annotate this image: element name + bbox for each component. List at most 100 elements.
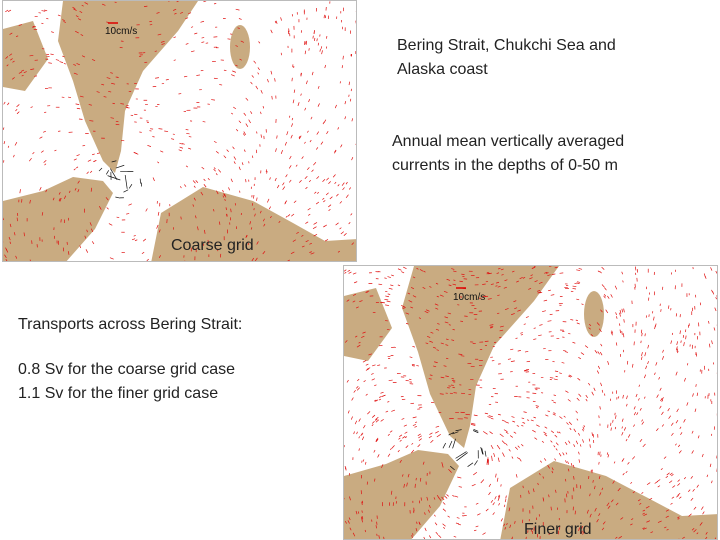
current-arrow: [541, 440, 545, 443]
current-arrow: [216, 190, 219, 195]
current-arrow: [418, 438, 422, 441]
current-arrow: [387, 276, 391, 278]
current-arrow: [599, 351, 603, 356]
current-arrow: [578, 356, 582, 360]
current-arrow: [346, 379, 349, 383]
current-arrow: [453, 270, 457, 273]
current-arrow: [521, 417, 525, 420]
current-arrow: [428, 509, 430, 513]
current-arrow: [270, 29, 273, 34]
current-arrow: [615, 415, 617, 419]
current-arrow: [309, 242, 312, 245]
current-arrow: [339, 227, 342, 230]
current-arrow: [488, 415, 493, 418]
current-arrow: [322, 121, 325, 125]
current-arrow: [192, 204, 195, 207]
current-arrow: [134, 239, 138, 242]
current-arrow: [267, 198, 270, 203]
current-arrow: [555, 448, 558, 451]
current-arrow: [411, 365, 415, 367]
current-arrow: [269, 177, 271, 180]
current-arrow: [633, 411, 637, 416]
current-arrow: [7, 145, 10, 148]
current-arrow: [321, 50, 323, 55]
current-arrow: [693, 506, 697, 510]
current-arrow: [301, 235, 304, 237]
current-arrow: [458, 353, 463, 355]
current-arrow: [513, 300, 517, 303]
current-arrow: [572, 288, 577, 290]
current-vectors: [3, 1, 356, 261]
current-arrow: [581, 525, 583, 529]
current-arrow: [552, 413, 556, 416]
current-arrow: [152, 177, 155, 182]
current-arrow: [512, 420, 516, 423]
current-arrow: [201, 41, 205, 43]
current-arrow: [5, 56, 9, 59]
current-arrow: [408, 300, 413, 303]
current-arrow: [405, 322, 409, 325]
current-arrow: [568, 421, 572, 425]
current-arrow: [403, 424, 408, 427]
current-arrow: [306, 80, 308, 85]
current-arrow: [248, 119, 251, 124]
current-arrow: [254, 213, 256, 217]
current-arrow: [712, 291, 715, 295]
current-arrow: [404, 436, 408, 439]
current-arrow: [671, 432, 674, 436]
current-arrow: [600, 309, 603, 313]
current-arrow: [440, 342, 444, 345]
current-arrow: [356, 431, 358, 435]
current-arrow: [86, 171, 89, 175]
current-arrow: [661, 355, 665, 360]
current-arrow: [185, 165, 189, 168]
current-arrow: [282, 182, 285, 186]
current-arrow: [9, 223, 12, 228]
current-arrow: [156, 224, 159, 229]
current-arrow: [714, 537, 717, 539]
current-arrow: [497, 457, 500, 463]
current-arrow: [307, 130, 309, 133]
current-arrow: [594, 350, 598, 354]
current-arrow: [458, 486, 462, 488]
current-arrow: [186, 132, 190, 135]
current-arrow: [446, 494, 449, 497]
current-arrow: [351, 118, 354, 122]
current-arrow: [73, 158, 77, 161]
current-arrow: [412, 416, 417, 419]
current-arrow: [410, 287, 415, 290]
current-arrow: [526, 419, 530, 421]
current-arrow: [716, 295, 717, 298]
current-arrow: [490, 444, 494, 450]
current-arrow: [5, 9, 9, 13]
current-arrow: [638, 384, 640, 387]
current-arrow: [145, 208, 148, 212]
current-arrow: [149, 20, 152, 23]
current-arrow: [496, 272, 500, 274]
current-arrow: [406, 482, 408, 487]
current-arrow: [101, 3, 106, 6]
current-arrow: [44, 9, 48, 12]
current-arrow: [109, 257, 114, 260]
current-arrow: [313, 222, 318, 225]
current-arrow: [509, 435, 513, 438]
current-arrow: [622, 394, 624, 399]
current-arrow: [297, 102, 300, 107]
current-arrow: [415, 528, 418, 532]
current-arrow: [665, 509, 669, 512]
current-arrow: [558, 453, 562, 457]
current-arrow: [265, 169, 268, 173]
current-arrow: [437, 323, 440, 325]
current-arrow: [671, 496, 675, 499]
current-arrow: [50, 31, 54, 33]
current-arrow: [157, 211, 160, 216]
current-arrow: [387, 433, 390, 436]
current-arrow: [77, 180, 80, 184]
current-arrow: [583, 425, 585, 428]
current-arrow: [375, 438, 379, 442]
current-arrow: [633, 406, 636, 410]
current-arrow: [446, 357, 449, 360]
current-arrow: [435, 531, 439, 535]
current-arrow: [498, 494, 500, 498]
current-arrow: [46, 18, 49, 20]
